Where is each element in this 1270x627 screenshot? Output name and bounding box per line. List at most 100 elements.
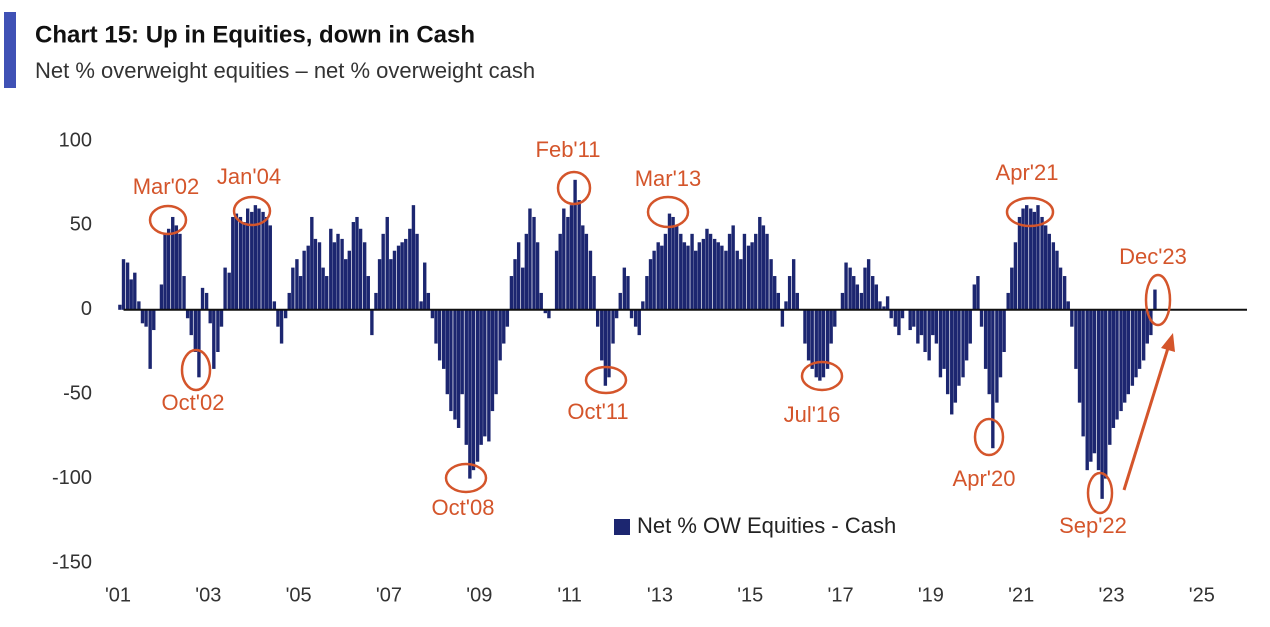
x-tick-label: '09	[466, 584, 492, 606]
bar	[351, 222, 356, 310]
bar	[916, 309, 920, 344]
bar	[1104, 309, 1108, 479]
bar	[686, 245, 690, 310]
bar	[400, 242, 404, 310]
bar	[1089, 309, 1093, 462]
bar	[795, 292, 799, 310]
bar	[144, 309, 148, 327]
bar	[712, 238, 717, 310]
bar	[295, 259, 299, 310]
y-tick-label: 100	[59, 129, 92, 151]
bar	[389, 259, 393, 310]
bar	[302, 250, 306, 310]
bar	[336, 233, 340, 310]
bar	[675, 225, 679, 310]
bar	[562, 208, 566, 310]
bar	[276, 309, 280, 327]
bar	[1066, 301, 1070, 310]
annotation-circle	[444, 462, 488, 494]
bar	[547, 309, 551, 319]
bar	[991, 309, 995, 449]
bar	[298, 276, 303, 310]
bar	[535, 242, 540, 310]
bar	[746, 245, 751, 310]
bar	[212, 309, 216, 369]
bar	[415, 233, 419, 310]
bar	[900, 309, 905, 319]
bar	[829, 309, 833, 344]
bar	[310, 216, 314, 310]
bar	[671, 216, 675, 310]
bar	[483, 309, 487, 437]
bar	[972, 284, 977, 310]
bar	[784, 301, 788, 310]
bar	[765, 233, 769, 310]
bar	[584, 233, 589, 310]
bar	[611, 309, 615, 344]
bar	[758, 216, 762, 310]
bar	[268, 225, 272, 310]
bar	[626, 276, 630, 310]
bar	[1017, 216, 1022, 310]
bar	[234, 213, 239, 310]
bar	[456, 309, 461, 428]
bar	[693, 250, 698, 310]
annotation-circle	[1144, 273, 1172, 327]
bar	[878, 301, 882, 310]
bar	[976, 276, 980, 310]
chart-title: Chart 15: Up in Equities, down in Cash	[35, 21, 475, 48]
bar	[844, 262, 848, 310]
annotation-circle	[556, 170, 592, 206]
bar	[1029, 208, 1033, 310]
bar	[577, 200, 581, 310]
bar	[321, 267, 325, 310]
bar	[189, 309, 193, 336]
bar	[219, 309, 224, 327]
bar	[121, 259, 126, 310]
bar	[1115, 309, 1119, 420]
x-tick-label: '13	[647, 584, 673, 606]
bar	[494, 309, 498, 395]
bar	[396, 245, 401, 310]
bar	[968, 309, 972, 344]
bar	[648, 259, 653, 310]
x-tick-label: '23	[1098, 584, 1124, 606]
bar	[381, 233, 385, 310]
bar	[468, 309, 472, 479]
bar	[708, 233, 713, 310]
bar	[1055, 250, 1059, 310]
bar	[656, 242, 660, 310]
bar	[1062, 276, 1067, 310]
bar	[502, 309, 506, 344]
bar	[821, 309, 826, 378]
bar	[250, 211, 254, 310]
bar	[509, 276, 514, 310]
bar	[953, 309, 958, 403]
bar	[159, 284, 164, 310]
bar	[592, 276, 596, 310]
bar	[185, 309, 190, 319]
bar	[370, 309, 374, 336]
bar	[1070, 309, 1074, 327]
bar	[787, 276, 792, 310]
bar	[392, 250, 397, 310]
annotation-circle	[148, 204, 188, 236]
bar	[449, 309, 453, 412]
bar	[690, 233, 694, 310]
bar	[735, 250, 739, 310]
bar	[374, 292, 378, 310]
bar	[950, 309, 954, 415]
bar	[716, 242, 720, 310]
bar	[814, 309, 818, 378]
bar	[1047, 233, 1051, 310]
x-tick-label: '17	[828, 584, 854, 606]
bar	[464, 309, 468, 445]
bar	[633, 309, 638, 327]
annotation-arrow	[1122, 347, 1170, 491]
bar	[697, 242, 701, 310]
chart-subtitle: Net % overweight equities – net % overwe…	[35, 58, 535, 83]
bar	[246, 208, 250, 310]
bar	[645, 276, 649, 310]
bar	[332, 242, 337, 310]
